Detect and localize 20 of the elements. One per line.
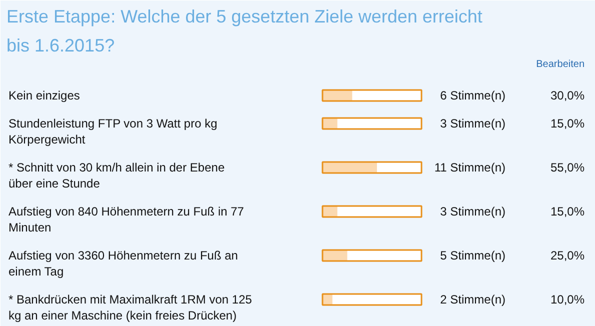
text: Bearbeiten xyxy=(536,59,585,70)
chart-title: Erste Etappe: Welche der 5 gesetzten Ziele werden erreicht bis 1.6.2015? xyxy=(6,6,482,56)
text: 3 Stimme(n) xyxy=(440,116,506,130)
y-tick-label: Aufstieg von 3360 Höhenmetern zu Fuß an einem Tag xyxy=(8,248,238,278)
text: 2 Stimme(n) xyxy=(440,292,506,306)
data-label: 55,0% xyxy=(550,160,585,174)
y-tick-label: Kein einziges xyxy=(8,88,80,102)
data-label: 25,0% xyxy=(550,248,585,262)
y-tick-label: * Schnitt von 30 km/h allein in der Ebene über eine Stunde xyxy=(8,160,225,190)
data-label: 30,0% xyxy=(550,88,585,102)
text: 3 Stimme(n) xyxy=(440,204,506,218)
text: 5 Stimme(n) xyxy=(440,248,506,262)
data-label: 15,0% xyxy=(550,116,585,130)
y-tick-label: * Bankdrücken mit Maximalkraft 1RM von 125 kg an einer Maschine (kein freies Drücken) xyxy=(8,292,252,322)
text: 11 Stimme(n) xyxy=(434,160,506,174)
data-label: 10,0% xyxy=(550,292,585,306)
text: 6 Stimme(n) xyxy=(440,88,506,102)
data-label: 15,0% xyxy=(550,204,585,218)
y-tick-label: Aufstieg von 840 Höhenmetern zu Fuß in 77 Minuten xyxy=(8,204,244,234)
y-tick-label: Stundenleistung FTP von 3 Watt pro kg Körpergewicht xyxy=(8,116,218,146)
